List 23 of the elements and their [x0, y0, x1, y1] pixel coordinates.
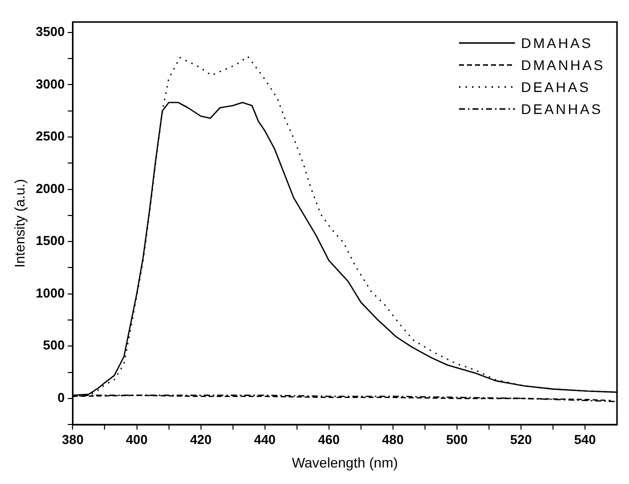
y-tick-label: 1500: [36, 233, 65, 248]
x-tick-label: 520: [510, 432, 532, 447]
x-tick-label: 500: [446, 432, 468, 447]
y-tick-label: 500: [43, 338, 65, 353]
legend-label: DEANHAS: [520, 101, 603, 117]
legend-label: DMANHAS: [520, 57, 605, 73]
x-tick-label: 460: [318, 432, 340, 447]
y-tick-label: 1000: [36, 285, 65, 300]
x-tick-label: 420: [190, 432, 212, 447]
y-tick-label: 0: [57, 390, 65, 406]
legend-label: DMAHAS: [520, 35, 593, 51]
x-tick-label: 440: [254, 432, 276, 447]
y-axis-title: Intensity (a.u.): [11, 178, 28, 268]
x-tick-label: 400: [126, 432, 148, 447]
x-tick-label: 480: [382, 432, 404, 447]
y-tick-label: 3000: [36, 76, 65, 92]
x-tick-label: 540: [574, 432, 596, 447]
x-axis-title: Wavelength (nm): [292, 454, 398, 470]
y-tick-label: 3500: [36, 24, 65, 40]
y-tick-label: 2500: [36, 128, 65, 144]
x-tick-label: 380: [62, 432, 84, 447]
y-tick-label: 2000: [36, 180, 65, 196]
legend-label: DEAHAS: [520, 79, 591, 95]
